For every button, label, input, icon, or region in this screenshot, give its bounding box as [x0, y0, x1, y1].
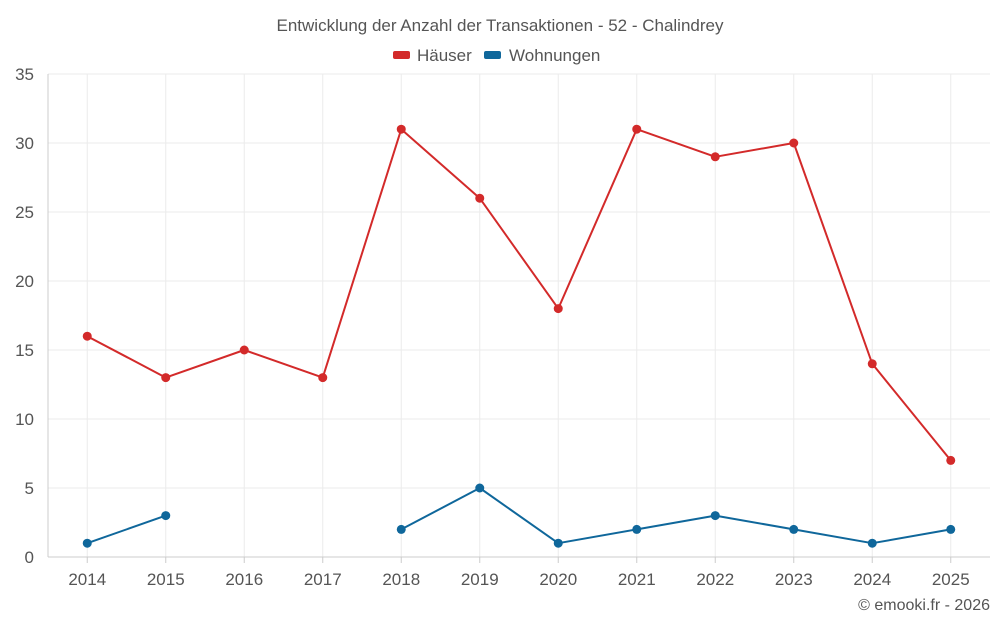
data-point-haeuser[interactable]	[867, 359, 877, 369]
data-point-wohnungen[interactable]	[161, 511, 171, 521]
x-tick-label: 2022	[696, 570, 734, 589]
legend-item-wohnungen[interactable]: Wohnungen	[484, 46, 600, 65]
y-tick-label: 5	[25, 479, 34, 498]
x-tick-label: 2014	[68, 570, 106, 589]
series-line-wohnungen	[86, 514, 167, 545]
y-tick-label: 20	[15, 272, 34, 291]
data-point-wohnungen[interactable]	[396, 524, 406, 534]
axes	[47, 74, 990, 563]
data-point-haeuser[interactable]	[396, 124, 406, 134]
x-tick-label: 2019	[461, 570, 499, 589]
x-tick-label: 2017	[304, 570, 342, 589]
chart-title: Entwicklung der Anzahl der Transaktionen…	[277, 16, 724, 35]
data-point-haeuser[interactable]	[161, 373, 171, 383]
data-point-wohnungen[interactable]	[475, 483, 485, 493]
y-tick-label: 30	[15, 134, 34, 153]
y-tick-label: 0	[25, 548, 34, 567]
x-tick-label: 2024	[853, 570, 891, 589]
data-point-wohnungen[interactable]	[789, 524, 799, 534]
y-tick-label: 10	[15, 410, 34, 429]
x-tick-label: 2016	[225, 570, 263, 589]
data-point-haeuser[interactable]	[710, 152, 720, 162]
grid	[48, 73, 990, 557]
y-tick-label: 15	[15, 341, 34, 360]
series	[82, 124, 956, 548]
y-tick-label: 35	[15, 65, 34, 84]
legend-item-haeuser[interactable]: Häuser	[393, 46, 472, 65]
series-haeuser	[82, 124, 956, 465]
x-tick-label: 2021	[618, 570, 656, 589]
legend-swatch-haeuser	[393, 51, 410, 59]
data-point-haeuser[interactable]	[632, 124, 642, 134]
data-point-wohnungen[interactable]	[553, 538, 563, 548]
data-point-wohnungen[interactable]	[946, 524, 956, 534]
data-point-haeuser[interactable]	[946, 455, 956, 465]
data-point-haeuser[interactable]	[82, 331, 92, 341]
x-axis-ticks: 2014 2015 2016 2017 2018 2019 2020 2021 2022 2023…	[68, 570, 969, 589]
x-tick-label: 2025	[932, 570, 970, 589]
data-point-haeuser[interactable]	[789, 138, 799, 148]
y-tick-label: 25	[15, 203, 34, 222]
series-wohnungen	[82, 483, 956, 548]
legend-label-wohnungen: Wohnungen	[509, 46, 600, 65]
x-tick-label: 2018	[382, 570, 420, 589]
data-point-wohnungen[interactable]	[710, 511, 720, 521]
data-point-haeuser[interactable]	[318, 373, 328, 383]
x-tick-label: 2015	[147, 570, 185, 589]
legend-swatch-wohnungen	[484, 51, 501, 59]
data-point-wohnungen[interactable]	[82, 538, 92, 548]
legend: Häuser Wohnungen	[393, 46, 600, 65]
credit-text: © emooki.fr - 2026	[858, 597, 990, 614]
x-tick-label: 2020	[539, 570, 577, 589]
data-point-wohnungen[interactable]	[867, 538, 877, 548]
x-tick-label: 2023	[775, 570, 813, 589]
data-point-haeuser[interactable]	[553, 304, 563, 314]
y-axis-ticks: 0 5 10 15 20 25 30 35	[15, 65, 34, 567]
legend-label-haeuser: Häuser	[417, 46, 472, 65]
data-point-wohnungen[interactable]	[632, 524, 642, 534]
series-line-haeuser	[86, 128, 952, 462]
data-point-haeuser[interactable]	[475, 193, 485, 203]
data-point-haeuser[interactable]	[239, 345, 249, 355]
series-line-wohnungen	[400, 487, 951, 545]
